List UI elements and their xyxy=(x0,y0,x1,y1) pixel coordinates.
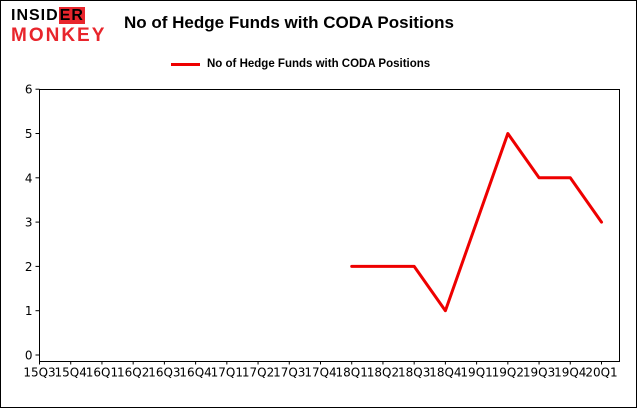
y-tick-label: 6 xyxy=(25,83,33,97)
logo-monkey-text: MONKEY xyxy=(11,24,107,46)
plot-border xyxy=(39,89,620,362)
x-tick-label: 17Q3 xyxy=(273,366,305,380)
x-tick-label: 19Q2 xyxy=(492,366,524,380)
x-tick-label: 19Q1 xyxy=(460,366,492,380)
x-tick-label: 17Q1 xyxy=(211,366,243,380)
x-tick-label: 18Q3 xyxy=(398,366,430,380)
logo-red-square: ER xyxy=(58,7,85,24)
x-tick-label: 19Q3 xyxy=(523,366,555,380)
x-tick-label: 19Q4 xyxy=(554,366,586,380)
x-tick-label: 20Q1 xyxy=(585,366,617,380)
insider-monkey-logo: INSIDER MONKEY xyxy=(11,7,106,46)
x-tick-label: 18Q4 xyxy=(429,366,461,380)
x-tick-label: 17Q4 xyxy=(304,366,336,380)
y-tick-label: 1 xyxy=(25,304,33,318)
y-tick-label: 4 xyxy=(25,171,33,185)
page-title: No of Hedge Funds with CODA Positions xyxy=(124,13,454,32)
x-tick-label: 17Q2 xyxy=(242,366,274,380)
x-tick-label: 16Q1 xyxy=(86,366,118,380)
legend-line-swatch xyxy=(171,62,200,66)
y-tick-label: 2 xyxy=(25,260,33,274)
x-tick-label: 16Q3 xyxy=(148,366,180,380)
x-tick-label: 16Q2 xyxy=(117,366,149,380)
x-tick-label: 15Q3 xyxy=(23,366,55,380)
logo-insider-black: INSID xyxy=(11,7,59,24)
logo-insider-text: INSIDER xyxy=(11,7,106,25)
x-tick-label: 16Q4 xyxy=(179,366,211,380)
legend: No of Hedge Funds with CODA Positions xyxy=(171,58,430,70)
y-tick-label: 5 xyxy=(25,127,33,141)
y-tick-label: 3 xyxy=(25,216,33,230)
y-tick-label: 0 xyxy=(25,349,33,363)
x-tick-label: 18Q2 xyxy=(367,366,399,380)
x-tick-label: 18Q1 xyxy=(336,366,368,380)
x-tick-label: 15Q4 xyxy=(55,366,87,380)
legend-label: No of Hedge Funds with CODA Positions xyxy=(207,58,431,70)
data-line xyxy=(350,132,603,313)
